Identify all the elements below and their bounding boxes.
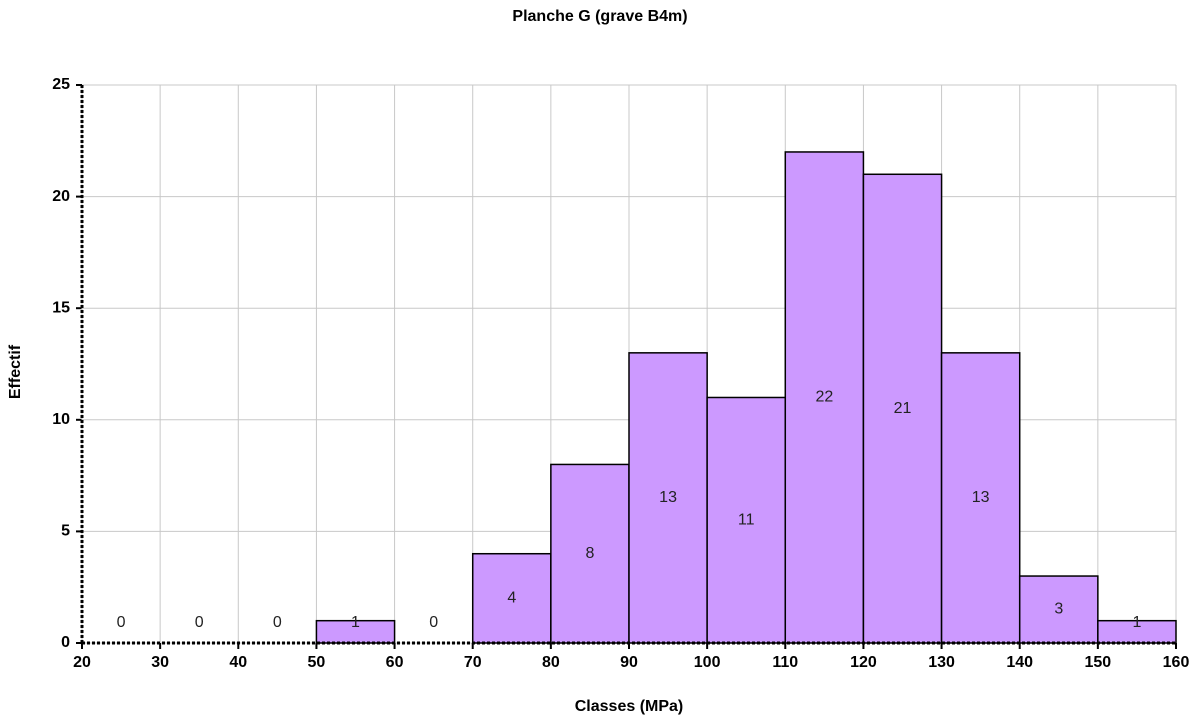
x-tick-label: 150 bbox=[1085, 654, 1112, 671]
x-tick-label: 90 bbox=[620, 654, 638, 671]
y-tick-label: 10 bbox=[52, 411, 70, 428]
y-tick-label: 0 bbox=[61, 634, 70, 651]
bar bbox=[471, 552, 552, 644]
data-label: 0 bbox=[117, 614, 126, 631]
bar bbox=[784, 151, 865, 644]
y-tick-label: 20 bbox=[52, 188, 70, 205]
x-tick-label: 40 bbox=[229, 654, 247, 671]
x-tick-label: 70 bbox=[464, 654, 482, 671]
bar bbox=[628, 352, 708, 644]
x-tick-label: 140 bbox=[1006, 654, 1033, 671]
data-label: 13 bbox=[659, 489, 677, 506]
y-tick-label: 5 bbox=[61, 523, 70, 540]
data-label: 3 bbox=[1054, 601, 1063, 618]
chart-title: Planche G (grave B4m) bbox=[512, 8, 687, 25]
data-label: 0 bbox=[273, 614, 282, 631]
data-label: 0 bbox=[195, 614, 204, 631]
data-label: 1 bbox=[351, 614, 360, 631]
x-tick-label: 130 bbox=[928, 654, 955, 671]
bar bbox=[940, 352, 1021, 644]
bar bbox=[315, 619, 396, 644]
data-label: 11 bbox=[738, 511, 755, 528]
data-label: 8 bbox=[585, 545, 594, 562]
x-tick-label: 120 bbox=[850, 654, 877, 671]
bar bbox=[550, 463, 630, 644]
x-tick-label: 100 bbox=[694, 654, 721, 671]
x-tick-label: 30 bbox=[151, 654, 169, 671]
x-axis-title: Classes (MPa) bbox=[575, 698, 684, 715]
bar bbox=[1097, 619, 1177, 644]
x-tick-label: 60 bbox=[386, 654, 404, 671]
data-label: 4 bbox=[507, 590, 516, 607]
bar bbox=[706, 396, 787, 644]
x-tick-label: 20 bbox=[73, 654, 91, 671]
data-label: 22 bbox=[815, 389, 833, 406]
x-tick-label: 110 bbox=[772, 654, 798, 671]
x-tick-label: 80 bbox=[542, 654, 560, 671]
data-label: 0 bbox=[429, 614, 438, 631]
y-tick-label: 15 bbox=[52, 299, 70, 316]
data-label: 1 bbox=[1132, 614, 1141, 631]
y-axis-title: Effectif bbox=[7, 344, 24, 399]
data-label: 13 bbox=[972, 489, 990, 506]
y-tick-label: 25 bbox=[52, 76, 70, 93]
data-label: 21 bbox=[894, 400, 912, 417]
bar bbox=[1018, 575, 1099, 644]
x-tick-label: 50 bbox=[308, 654, 326, 671]
x-tick-label: 160 bbox=[1163, 654, 1190, 671]
